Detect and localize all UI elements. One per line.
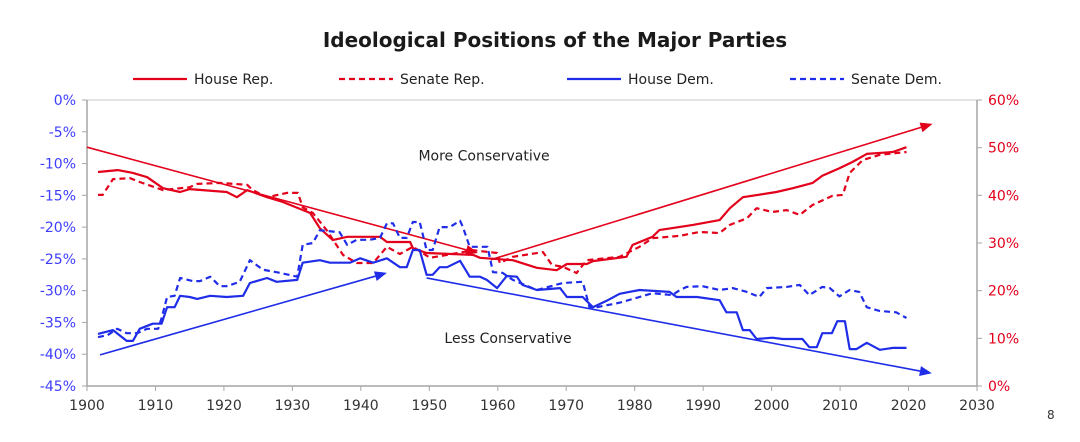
right-tick-label: 0% xyxy=(988,379,1010,395)
trend-arrow-line xyxy=(426,277,921,372)
trend-arrow-line xyxy=(99,275,376,356)
left-tick-label: -15% xyxy=(40,188,76,204)
trend-arrow-head xyxy=(373,271,387,281)
series-lines xyxy=(97,146,908,351)
x-tick-label: 1920 xyxy=(206,398,242,414)
trend-arrow-head xyxy=(919,366,932,376)
right-tick-label: 60% xyxy=(988,93,1019,109)
x-tick-label: 1980 xyxy=(617,398,653,414)
x-tick-label: 1960 xyxy=(480,398,516,414)
right-tick-label: 50% xyxy=(988,141,1019,157)
annotation-label: More Conservative xyxy=(418,148,549,164)
left-tick-label: -40% xyxy=(40,347,76,363)
x-tick-label: 1970 xyxy=(548,398,584,414)
axes: 1900 1910 1920 1930 1940 1950 1960 1970 1980 1990… xyxy=(40,93,1019,414)
right-tick-label: 10% xyxy=(988,331,1019,347)
legend: House Rep. Senate Rep. House Dem. Senate De… xyxy=(133,72,942,88)
series-line-senate-dem xyxy=(97,219,908,339)
left-tick-label: -45% xyxy=(40,379,76,395)
right-tick-label: 30% xyxy=(988,236,1019,252)
left-tick-label: -20% xyxy=(40,220,76,236)
legend-label: House Dem. xyxy=(628,72,714,88)
x-tick-label: 2000 xyxy=(754,398,790,414)
x-tick-label: 1990 xyxy=(685,398,721,414)
trend-arrow-line xyxy=(490,126,922,261)
legend-label: House Rep. xyxy=(194,72,273,88)
x-tick-label: 2020 xyxy=(891,398,927,414)
x-tick-label: 1900 xyxy=(69,398,105,414)
x-tick-label: 1930 xyxy=(275,398,311,414)
series-line-house-dem xyxy=(97,248,907,351)
annotation-label: Less Conservative xyxy=(444,331,571,347)
legend-label: Senate Rep. xyxy=(400,72,485,88)
right-tick-label: 20% xyxy=(988,284,1019,300)
right-tick-label: 40% xyxy=(988,188,1019,204)
series-line-house-rep xyxy=(97,146,907,272)
x-tick-label: 1910 xyxy=(138,398,174,414)
annotations: More Conservative Less Conservative xyxy=(418,148,571,346)
left-tick-label: -5% xyxy=(49,125,76,141)
left-tick-label: -10% xyxy=(40,157,76,173)
left-tick-label: -25% xyxy=(40,252,76,268)
left-tick-label: 0% xyxy=(54,93,76,109)
x-tick-label: 1940 xyxy=(343,398,379,414)
legend-label: Senate Dem. xyxy=(851,72,942,88)
left-tick-label: -30% xyxy=(40,284,76,300)
page-number: 8 xyxy=(1047,408,1055,422)
trend-arrow-head xyxy=(919,122,933,133)
series-line-senate-rep xyxy=(98,150,907,275)
x-tick-label: 1950 xyxy=(411,398,447,414)
chart-title: Ideological Positions of the Major Parti… xyxy=(323,28,787,52)
trend-arrow-line xyxy=(86,146,467,251)
x-tick-label: 2010 xyxy=(822,398,858,414)
left-tick-label: -35% xyxy=(40,315,76,331)
x-tick-label: 2030 xyxy=(959,398,995,414)
